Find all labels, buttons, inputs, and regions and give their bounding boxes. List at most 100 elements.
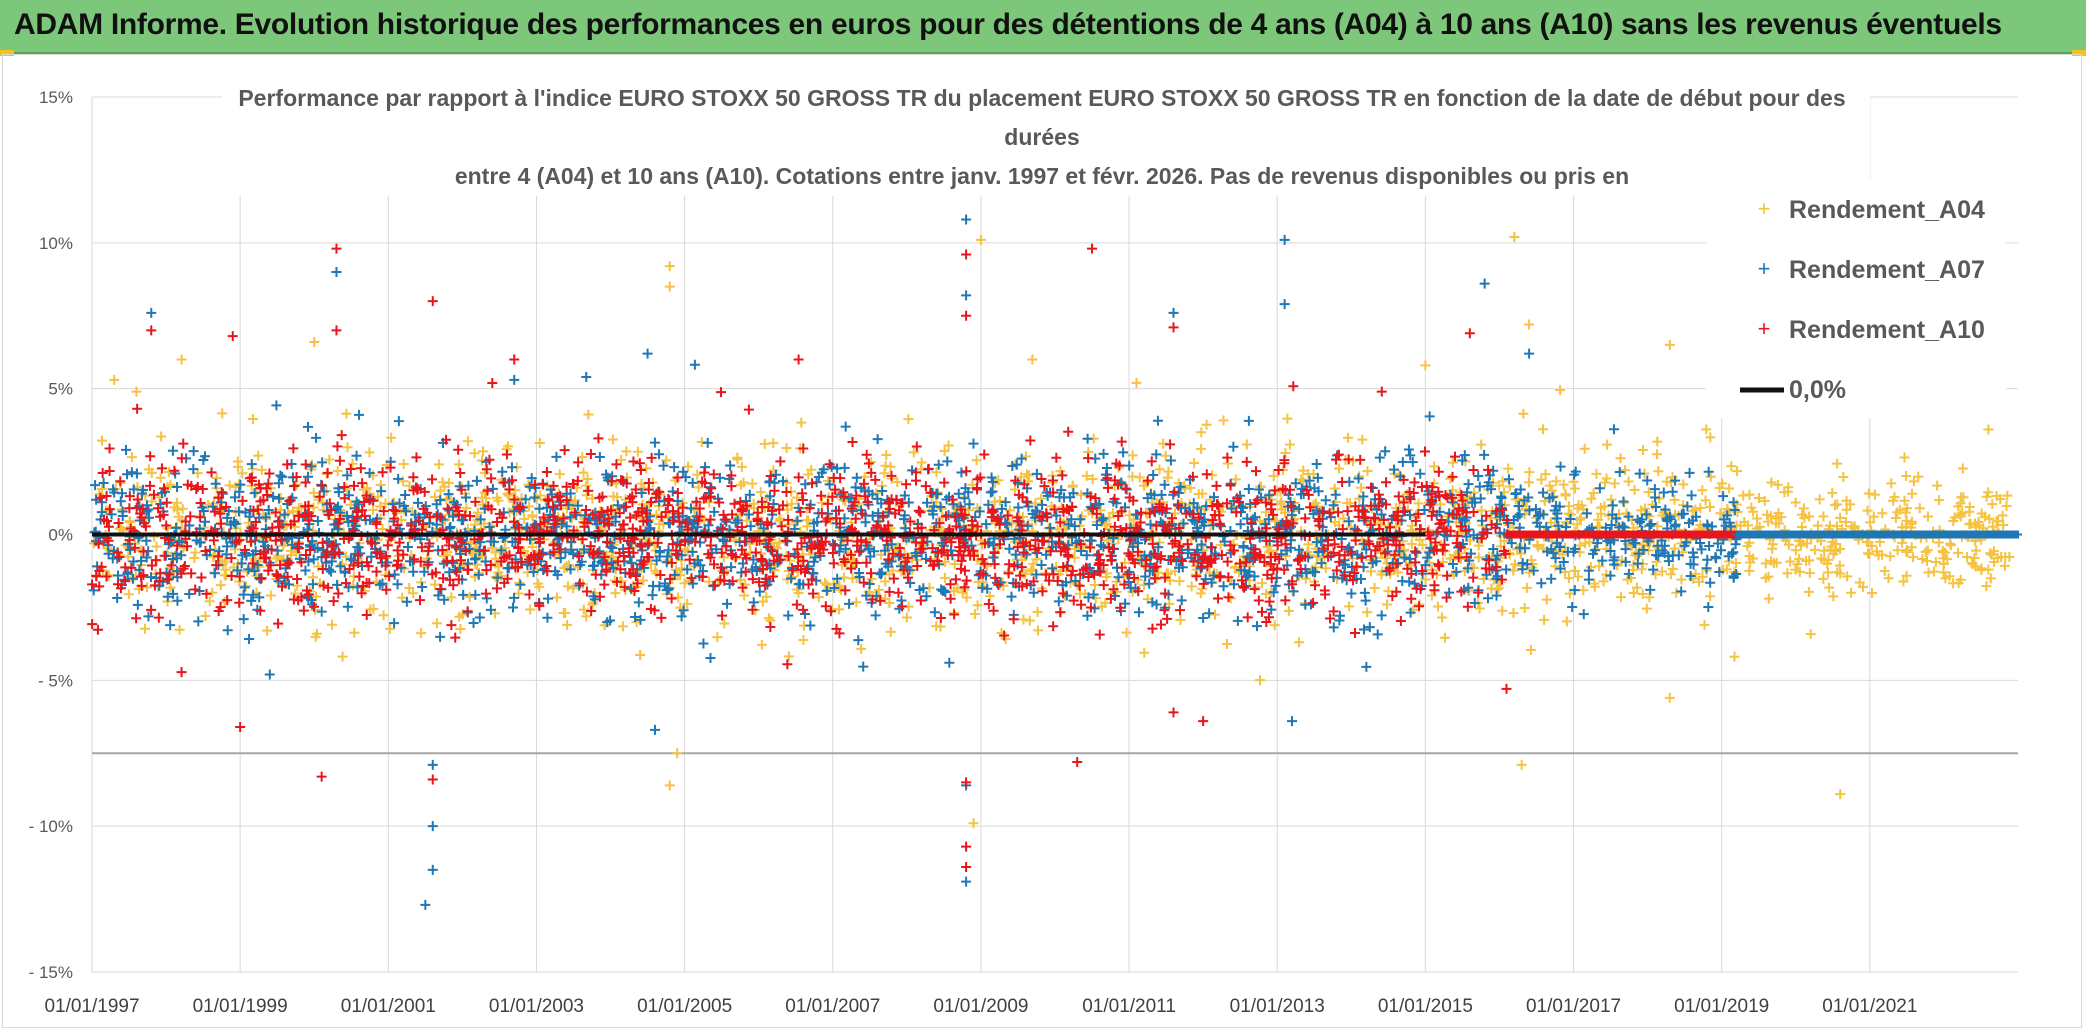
rendement-a10-point	[291, 472, 302, 483]
rendement-a10-point	[348, 480, 359, 491]
rendement-a07-point	[439, 594, 450, 605]
rendement-a04-point	[1752, 513, 1763, 524]
rendement-a04-point	[1338, 513, 1349, 524]
rendement-a10-point	[1478, 527, 1489, 538]
rendement-a10-point	[120, 576, 131, 587]
rendement-a04-point	[1016, 472, 1027, 483]
corner-accent-left	[0, 50, 14, 56]
rendement-a04-point	[477, 446, 488, 457]
rendement-a04-point	[682, 598, 693, 609]
rendement-a10-point	[1173, 500, 1184, 511]
rendement-a10-point	[802, 563, 813, 574]
rendement-a10-point	[538, 479, 549, 490]
rendement-a07-point	[1492, 550, 1503, 561]
rendement-a04-point	[535, 490, 546, 501]
rendement-a10-point	[835, 473, 846, 484]
rendement-a07-point	[732, 515, 743, 526]
rendement-a10-point	[270, 507, 281, 518]
rendement-a10-point	[585, 449, 596, 460]
rendement-a04-point	[1864, 548, 1875, 559]
rendement-a10-point	[104, 504, 115, 515]
rendement-a10-point	[915, 595, 926, 606]
rendement-a07-point	[209, 568, 220, 579]
rendement-a04-point	[503, 441, 514, 452]
rendement-a10-point	[1457, 495, 1468, 506]
rendement-a10-point	[979, 449, 990, 460]
rendement-a04-point	[165, 480, 176, 491]
rendement-a07-point	[689, 359, 700, 370]
rendement-a10-point	[87, 579, 98, 590]
rendement-a10-point	[441, 434, 452, 445]
rendement-a04-point	[1342, 432, 1353, 443]
rendement-a10-point	[863, 458, 874, 469]
rendement-a07-point	[1031, 569, 1042, 580]
rendement-a10-point	[178, 438, 189, 449]
rendement-a04-point	[885, 626, 896, 637]
rendement-a04-point	[377, 524, 388, 535]
rendement-a07-point	[1380, 446, 1391, 457]
rendement-a10-point	[1250, 552, 1261, 563]
rendement-a07-point	[1316, 558, 1327, 569]
rendement-a07-point	[341, 510, 352, 521]
rendement-a10-point	[1214, 519, 1225, 530]
rendement-a10-point	[293, 510, 304, 521]
rendement-a04-point	[1087, 474, 1098, 485]
rendement-a04-point	[1447, 457, 1458, 468]
rendement-a04-point	[601, 550, 612, 561]
rendement-a07-point	[1555, 461, 1566, 472]
rendement-a04-point	[1284, 439, 1295, 450]
rendement-a04-point	[1949, 512, 1960, 523]
rendement-a07-point	[1658, 487, 1669, 498]
rendement-a10-point	[390, 505, 401, 516]
rendement-a10-point	[1019, 479, 1030, 490]
rendement-a07-point	[268, 491, 279, 502]
rendement-a07-point	[1056, 485, 1067, 496]
rendement-a10-point	[93, 538, 104, 549]
x-tick-label: 01/01/2007	[785, 996, 880, 1017]
rendement-a04-point	[1174, 576, 1185, 587]
rendement-a10-point	[894, 543, 905, 554]
rendement-a04-point	[1868, 511, 1879, 522]
rendement-a07-point	[1007, 461, 1018, 472]
rendement-a04-point	[1523, 477, 1534, 488]
rendement-a10-point	[842, 535, 853, 546]
rendement-a10-point	[917, 537, 928, 548]
rendement-a07-point	[1491, 590, 1502, 601]
rendement-a04-point	[1938, 567, 1949, 578]
rendement-a04-point	[763, 613, 774, 624]
rendement-a07-point	[1243, 415, 1254, 426]
rendement-a04-point	[1637, 589, 1648, 600]
rendement-a07-point	[1359, 587, 1370, 598]
rendement-a10-point	[176, 568, 187, 579]
rendement-a10-point	[736, 544, 747, 555]
rendement-a10-point	[979, 558, 990, 569]
rendement-a07-point	[1238, 541, 1249, 552]
rendement-a04-point	[1334, 463, 1345, 474]
rendement-a04-point	[1867, 587, 1878, 598]
rendement-a07-point	[1592, 538, 1603, 549]
rendement-a10-point	[1305, 502, 1316, 513]
rendement-a07-point	[210, 478, 221, 489]
rendement-a07-point	[1263, 514, 1274, 525]
rendement-a10-point	[735, 496, 746, 507]
rendement-a10-point	[231, 536, 242, 547]
rendement-a07-point	[879, 545, 890, 556]
rendement-a10-point	[253, 504, 264, 515]
rendement-a07-point	[552, 569, 563, 580]
rendement-a10-point	[845, 549, 856, 560]
rendement-a07-point	[1328, 500, 1339, 511]
rendement-a07-point	[326, 566, 337, 577]
rendement-a10-point	[1090, 493, 1101, 504]
rendement-a10-point	[508, 516, 519, 527]
rendement-a07-point	[1714, 567, 1725, 578]
rendement-a10-point	[1241, 456, 1252, 467]
rendement-a10-point	[583, 485, 594, 496]
rendement-a10-point	[190, 584, 201, 595]
rendement-a07-point	[303, 471, 314, 482]
rendement-a10-point	[691, 496, 702, 507]
rendement-a07-point	[419, 566, 430, 577]
rendement-a07-point	[497, 466, 508, 477]
rendement-a07-point	[342, 470, 353, 481]
x-tick-label: 01/01/2021	[1822, 996, 1917, 1017]
rendement-a07-point	[96, 507, 107, 518]
